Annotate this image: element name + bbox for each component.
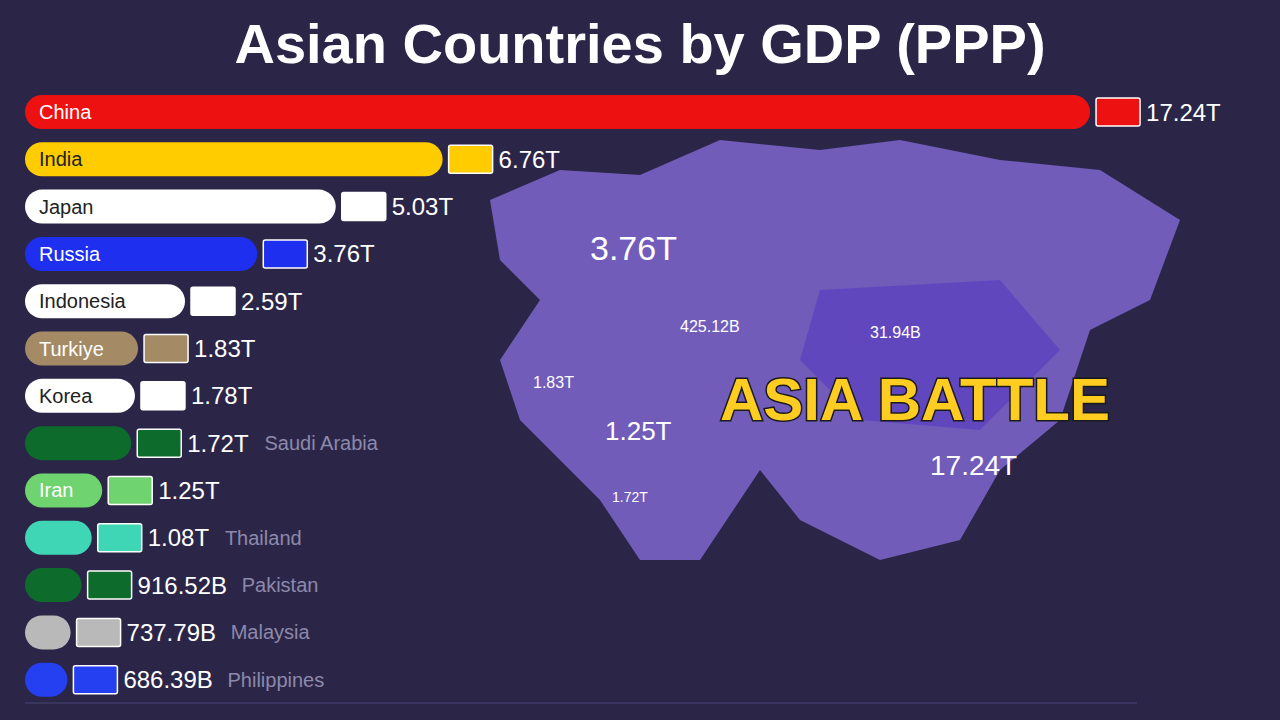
svg-text:Russia: Russia: [39, 243, 101, 265]
svg-text:Pakistan: Pakistan: [242, 574, 319, 596]
svg-text:Japan: Japan: [39, 196, 94, 218]
svg-text:1.72T: 1.72T: [612, 489, 648, 505]
svg-text:5.03T: 5.03T: [392, 193, 454, 220]
svg-text:China: China: [39, 101, 92, 123]
svg-text:6.76T: 6.76T: [499, 146, 561, 173]
html-text:Asian Countries by GDP (PPP): Asian Countries by GDP (PPP): [234, 12, 1046, 75]
svg-text:Indonesia: Indonesia: [39, 290, 127, 312]
svg-text:Thailand: Thailand: [225, 527, 302, 549]
svg-text:17.24T: 17.24T: [1146, 99, 1221, 126]
svg-text:1.72T: 1.72T: [187, 430, 249, 457]
svg-text:1.08T: 1.08T: [148, 524, 210, 551]
svg-text:3.76T: 3.76T: [313, 240, 375, 267]
svg-text:Saudi Arabia: Saudi Arabia: [264, 432, 378, 454]
svg-text:Turkiye: Turkiye: [39, 338, 104, 360]
svg-text:Korea: Korea: [39, 385, 93, 407]
svg-text:2.59T: 2.59T: [241, 288, 303, 315]
svg-text:1.25T: 1.25T: [605, 416, 672, 446]
svg-text:1.83T: 1.83T: [533, 374, 574, 391]
svg-text:1.78T: 1.78T: [191, 382, 253, 409]
svg-text:Iran: Iran: [39, 479, 73, 501]
svg-text:425.12B: 425.12B: [680, 318, 740, 335]
svg-text:3.76T: 3.76T: [590, 229, 677, 267]
svg-text:31.94B: 31.94B: [870, 324, 921, 341]
svg-text:686.39B: 686.39B: [123, 666, 212, 693]
svg-text:17.24T: 17.24T: [930, 450, 1017, 481]
svg-text:India: India: [39, 148, 83, 170]
svg-text:Malaysia: Malaysia: [231, 621, 311, 643]
svg-text:Philippines: Philippines: [227, 669, 324, 691]
svg-text:ASIA BATTLE: ASIA BATTLE: [720, 366, 1110, 433]
svg-text:1.83T: 1.83T: [194, 335, 256, 362]
svg-text:1.25T: 1.25T: [158, 477, 220, 504]
svg-text:737.79B: 737.79B: [127, 619, 216, 646]
svg-text:916.52B: 916.52B: [138, 572, 227, 599]
